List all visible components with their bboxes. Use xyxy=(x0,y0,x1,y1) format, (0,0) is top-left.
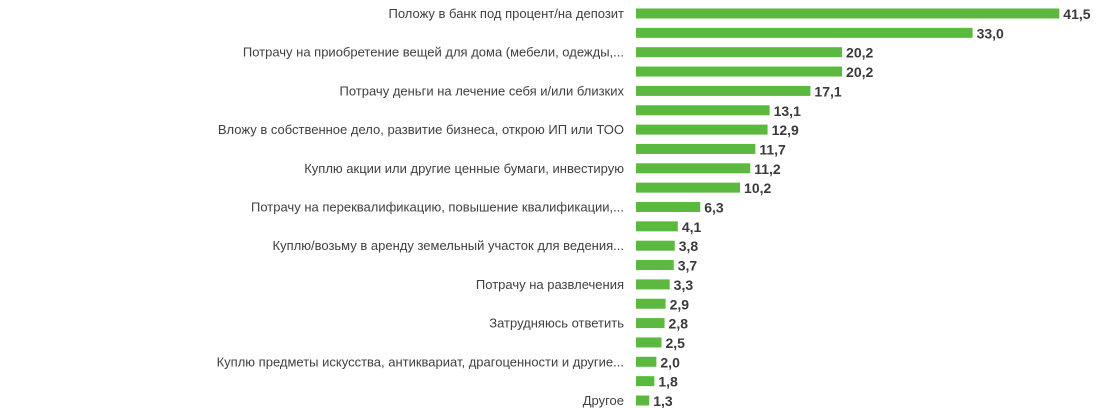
bar xyxy=(636,298,666,309)
value-label: 2,5 xyxy=(666,335,686,351)
bar xyxy=(636,8,1060,19)
category-label: Куплю предметы искусства, антиквариат, д… xyxy=(217,354,624,369)
bar xyxy=(636,105,770,116)
value-label: 4,1 xyxy=(682,219,702,235)
value-label: 1,8 xyxy=(658,374,678,390)
bar xyxy=(636,163,751,174)
value-label: 33,0 xyxy=(977,25,1004,41)
bar xyxy=(636,124,768,135)
bar xyxy=(636,240,675,251)
bar xyxy=(636,85,811,96)
bar xyxy=(636,395,650,406)
value-label: 2,8 xyxy=(669,316,689,332)
value-label: 17,1 xyxy=(814,83,841,99)
category-label: Потрачу на развлечения xyxy=(476,277,624,292)
category-label: Потрачу на переквалификацию, повышение к… xyxy=(251,200,624,215)
value-label: 2,9 xyxy=(670,296,690,312)
category-label: Положу в банк под процент/на депозит xyxy=(388,6,624,21)
category-label: Потрачу деньги на лечение себя и/или бли… xyxy=(340,83,625,98)
value-label: 3,8 xyxy=(679,238,699,254)
bar xyxy=(636,260,674,271)
category-label: Другое xyxy=(583,393,624,408)
category-label: Вложу в собственное дело, развитие бизне… xyxy=(218,122,624,137)
value-label: 2,0 xyxy=(660,354,680,370)
bar xyxy=(636,47,843,58)
value-label: 6,3 xyxy=(704,200,724,216)
category-label: Потрачу на приобретение вещей для дома (… xyxy=(243,45,624,60)
bar xyxy=(636,356,657,367)
bar xyxy=(636,221,678,232)
value-label: 20,2 xyxy=(846,64,873,80)
bar xyxy=(636,66,843,77)
bar xyxy=(636,182,741,193)
bar xyxy=(636,27,973,38)
value-label: 13,1 xyxy=(774,103,801,119)
category-label: Куплю/возьму в аренду земельный участок … xyxy=(273,238,624,253)
category-label: Затрудняюсь ответить xyxy=(489,316,624,331)
bar xyxy=(636,202,701,212)
value-label: 20,2 xyxy=(846,45,873,61)
category-label: Куплю акции или другие ценные бумаги, ин… xyxy=(304,161,624,176)
bar xyxy=(636,279,670,290)
value-label: 11,7 xyxy=(759,141,786,157)
value-label: 10,2 xyxy=(744,180,771,196)
value-label: 12,9 xyxy=(772,122,799,138)
value-label: 3,3 xyxy=(674,277,694,293)
value-label: 3,7 xyxy=(678,258,698,274)
value-label: 41,5 xyxy=(1063,6,1090,22)
bar xyxy=(636,337,662,348)
bar xyxy=(636,376,655,387)
bar xyxy=(636,318,665,329)
bar xyxy=(636,143,756,154)
value-label: 11,2 xyxy=(754,161,781,177)
value-label: 1,3 xyxy=(653,393,673,408)
